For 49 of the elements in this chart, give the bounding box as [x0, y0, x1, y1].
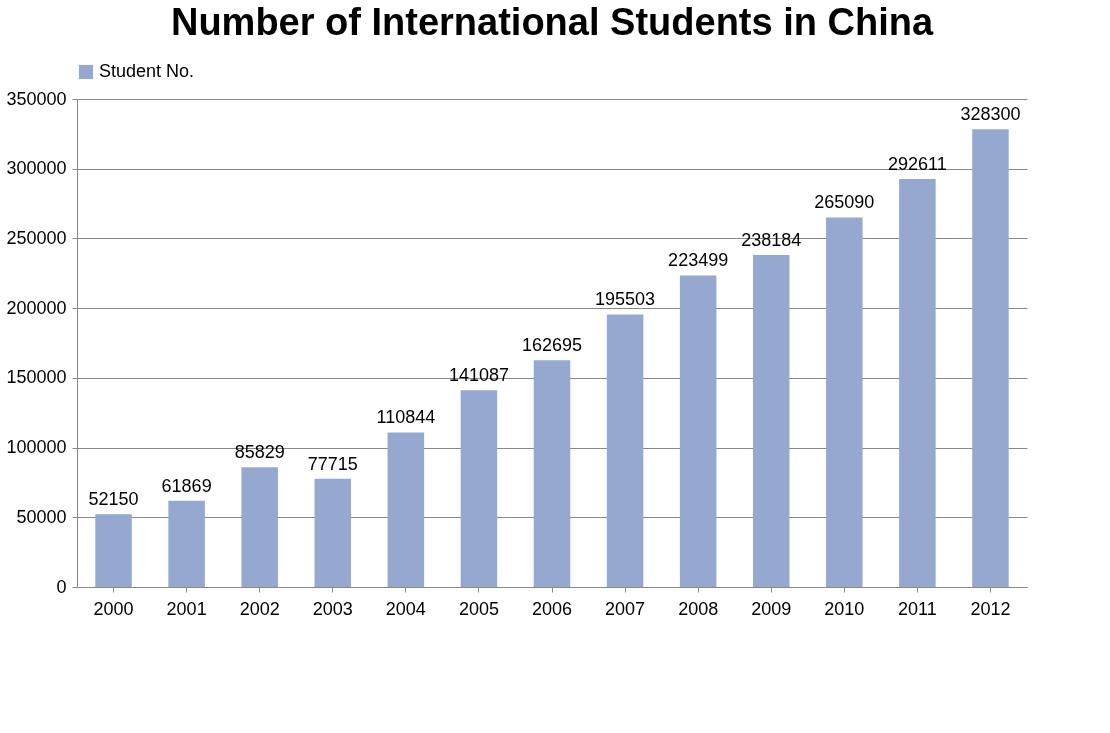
y-tick-label: 50000 — [16, 506, 67, 527]
data-label: 77715 — [307, 453, 358, 474]
data-label: 162695 — [521, 335, 583, 356]
bar — [606, 314, 644, 587]
x-tick-label: 2009 — [751, 598, 792, 619]
y-tick-label: 0 — [56, 576, 67, 597]
bar — [460, 390, 498, 587]
data-label: 61869 — [161, 475, 212, 496]
x-tick-label: 2003 — [312, 598, 353, 619]
x-tick-label: 2002 — [239, 598, 280, 619]
data-label: 195503 — [595, 289, 656, 310]
data-label: 328300 — [960, 104, 1021, 125]
data-label: 141087 — [448, 365, 509, 386]
x-tick-label: 2006 — [531, 598, 573, 619]
y-tick-label: 150000 — [6, 367, 67, 388]
data-label: 265090 — [814, 192, 875, 213]
x-tick-label: 2000 — [93, 598, 134, 619]
y-tick-label: 200000 — [6, 297, 67, 318]
bar — [826, 217, 863, 587]
y-tick-label: 100000 — [6, 437, 67, 458]
x-tick-label: 2004 — [385, 598, 426, 619]
bar — [533, 360, 571, 587]
data-label: 292611 — [888, 154, 947, 175]
bar — [241, 467, 278, 587]
bar — [752, 254, 790, 587]
chart-title: Number of International Students in China — [170, 1, 934, 43]
data-label: 238184 — [741, 229, 802, 250]
data-label: 223499 — [668, 250, 729, 271]
y-tick-label: 350000 — [6, 88, 67, 109]
bar — [679, 275, 717, 587]
y-tick-label: 300000 — [6, 158, 67, 179]
bar — [168, 500, 205, 587]
x-tick-label: 2005 — [458, 598, 499, 619]
data-label: 52150 — [88, 489, 139, 510]
x-tick-label: 2008 — [678, 598, 719, 619]
bar — [314, 478, 352, 587]
data-label: 85829 — [234, 442, 285, 463]
bar — [387, 432, 425, 587]
bar — [899, 179, 936, 587]
y-tick-label: 250000 — [6, 227, 67, 248]
x-tick-label: 2011 — [898, 598, 937, 619]
x-tick-label: 2012 — [970, 598, 1011, 619]
legend-label: Student No. — [99, 61, 195, 81]
x-tick-label: 2001 — [166, 598, 207, 619]
x-tick-label: 2010 — [824, 598, 865, 619]
data-label: 110844 — [376, 407, 436, 428]
bar — [95, 514, 132, 587]
bar — [972, 129, 1009, 587]
x-tick-label: 2007 — [605, 598, 646, 619]
